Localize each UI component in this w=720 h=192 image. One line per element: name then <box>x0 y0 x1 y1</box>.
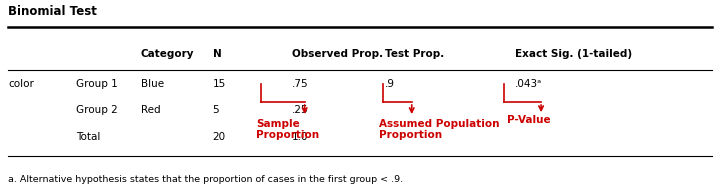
Text: .25: .25 <box>292 105 308 115</box>
Text: Group 2: Group 2 <box>76 105 118 115</box>
Text: 5: 5 <box>212 105 220 115</box>
Text: Category: Category <box>141 49 194 59</box>
Text: 20: 20 <box>212 132 226 142</box>
Text: Group 1: Group 1 <box>76 79 118 89</box>
Text: Test Prop.: Test Prop. <box>385 49 444 59</box>
Text: 1.0: 1.0 <box>292 132 308 142</box>
Text: Binomial Test: Binomial Test <box>8 5 96 18</box>
Text: .043ᵃ: .043ᵃ <box>515 79 541 89</box>
Text: Red: Red <box>141 105 161 115</box>
Text: Observed Prop.: Observed Prop. <box>292 49 383 59</box>
Text: Total: Total <box>76 132 101 142</box>
Text: Assumed Population
Proportion: Assumed Population Proportion <box>379 119 500 141</box>
Text: color: color <box>8 79 34 89</box>
Text: 15: 15 <box>212 79 226 89</box>
Text: .75: .75 <box>292 79 308 89</box>
Text: Exact Sig. (1-tailed): Exact Sig. (1-tailed) <box>515 49 631 59</box>
Text: P-Value: P-Value <box>508 115 551 125</box>
Text: a. Alternative hypothesis states that the proportion of cases in the first group: a. Alternative hypothesis states that th… <box>8 175 403 184</box>
Text: Blue: Blue <box>141 79 164 89</box>
Text: Sample
Proportion: Sample Proportion <box>256 119 319 141</box>
Text: N: N <box>212 49 222 59</box>
Text: .9: .9 <box>385 79 395 89</box>
